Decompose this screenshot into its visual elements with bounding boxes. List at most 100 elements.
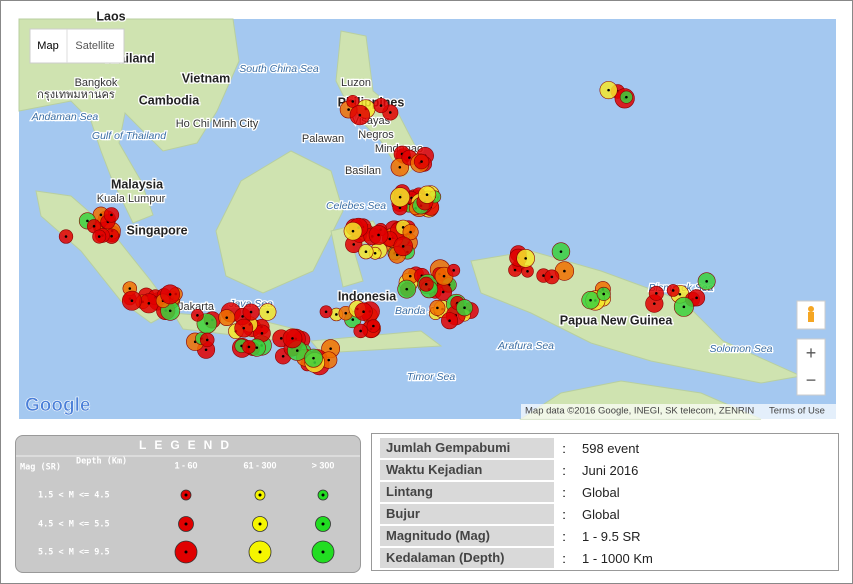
info-label: Jumlah Gempabumi [380, 438, 554, 458]
info-value: Global [582, 506, 620, 522]
place-label: Negros [358, 129, 394, 141]
map-type-control [29, 28, 125, 64]
attribution: Map data ©2016 Google, INEGI, SK telecom… [525, 406, 754, 417]
quake-center [424, 282, 428, 286]
quake-center [388, 237, 392, 241]
quake-center [442, 274, 446, 278]
place-label: Palawan [302, 133, 344, 145]
zoom-out[interactable]: − [806, 370, 817, 390]
quake-center [344, 311, 348, 315]
quake-center [607, 88, 610, 92]
separator: : [562, 506, 566, 522]
legend-title: LEGEND [139, 438, 237, 452]
info-row: Magnitudo (Mag):1 - 9.5 SR [380, 525, 838, 547]
quake-center [204, 348, 208, 352]
quake-center [398, 206, 402, 210]
quake-center [671, 289, 675, 292]
quake-center [130, 299, 134, 303]
quake-center [682, 305, 686, 309]
quake-center [351, 318, 355, 321]
info-value: 1 - 1000 Km [582, 550, 653, 566]
quake-center [86, 219, 89, 223]
mag-range: 4.5 < M <= 5.5 [38, 520, 110, 530]
place-label: Gulf of Thailand [92, 130, 167, 142]
place-label: กรุงเทพมหานคร [37, 89, 115, 101]
place-label: Indonesia [338, 289, 397, 303]
quake-center [347, 108, 350, 111]
quake-center [364, 250, 368, 254]
legend-marker-center [258, 550, 262, 554]
quake-center [260, 332, 264, 335]
place-label: Singapore [126, 223, 187, 237]
quake-center [242, 326, 246, 330]
legend-marker-center [184, 522, 188, 526]
place-label: Jakarta [178, 301, 215, 313]
quake-center [110, 234, 113, 238]
google-logo: Google [25, 395, 90, 416]
info-value: Juni 2016 [582, 462, 639, 478]
info-value: 598 event [582, 440, 640, 456]
legend-marker-center [184, 550, 188, 554]
info-row: Lintang: Global [380, 481, 838, 503]
depth-header: Depth (Km) [76, 457, 127, 467]
quake-center [362, 310, 365, 314]
quake-center [705, 280, 708, 283]
satellite-button[interactable]: Satellite [75, 40, 114, 52]
info-row: Kedalaman (Depth):1 - 1000 Km [380, 547, 838, 569]
quake-center [279, 337, 283, 340]
quake-center [524, 257, 527, 260]
pegman-icon [808, 306, 814, 312]
quake-center [655, 292, 658, 295]
attribution-bg [521, 404, 836, 419]
map-button[interactable]: Map [37, 40, 58, 52]
quake-center [388, 111, 392, 114]
place-label: Andaman Sea [31, 111, 99, 123]
quake-center [436, 306, 439, 310]
quake-center [420, 160, 423, 163]
place-label: Malaysia [111, 177, 164, 191]
quake-center [550, 275, 554, 279]
separator: : [562, 440, 566, 456]
quake-center [351, 100, 355, 103]
quake-center [335, 313, 338, 316]
legend-marker-center [321, 550, 325, 554]
legend: LEGEND Mag (SR) Depth (Km) 1 - 60 61 - 3… [15, 435, 361, 573]
quake-center [452, 269, 455, 272]
quake-center [205, 338, 209, 342]
place-label: Arafura Sea [497, 340, 554, 352]
info-label: Bujur [380, 504, 554, 524]
info-row: Jumlah Gempabumi:598 event [380, 437, 838, 459]
place-label: Ho Chi Minh City [176, 118, 259, 130]
pegman-icon [808, 312, 814, 322]
quake-center [147, 302, 151, 305]
quake-center [377, 233, 380, 237]
terms-link[interactable]: Terms of Use [769, 406, 825, 417]
separator: : [562, 484, 566, 500]
quake-center [408, 156, 411, 159]
quake-center [398, 165, 402, 169]
quake-center [266, 310, 270, 314]
place-label: Solomon Sea [709, 343, 772, 355]
quake-center [409, 230, 412, 234]
place-label: Vietnam [182, 71, 230, 85]
mag-range: 1.5 < M <= 4.5 [38, 491, 110, 501]
quake-center [312, 356, 315, 360]
place-label: Cambodia [139, 93, 200, 107]
quake-center [358, 113, 362, 117]
zoom-in[interactable]: + [806, 343, 817, 363]
quake-center [563, 269, 566, 273]
quake-center [249, 310, 253, 314]
separator: : [562, 462, 566, 478]
quake-center [110, 213, 113, 217]
quake-center [295, 349, 299, 352]
quake-center [526, 269, 529, 273]
mag-header: Mag (SR) [20, 463, 61, 473]
mag-range: 5.5 < M <= 9.5 [38, 548, 110, 558]
info-label: Kedalaman (Depth) [380, 548, 554, 568]
legend-marker-center [184, 493, 188, 497]
quake-center [398, 195, 402, 199]
quake-center [128, 287, 132, 290]
place-label: South China Sea [239, 63, 319, 75]
